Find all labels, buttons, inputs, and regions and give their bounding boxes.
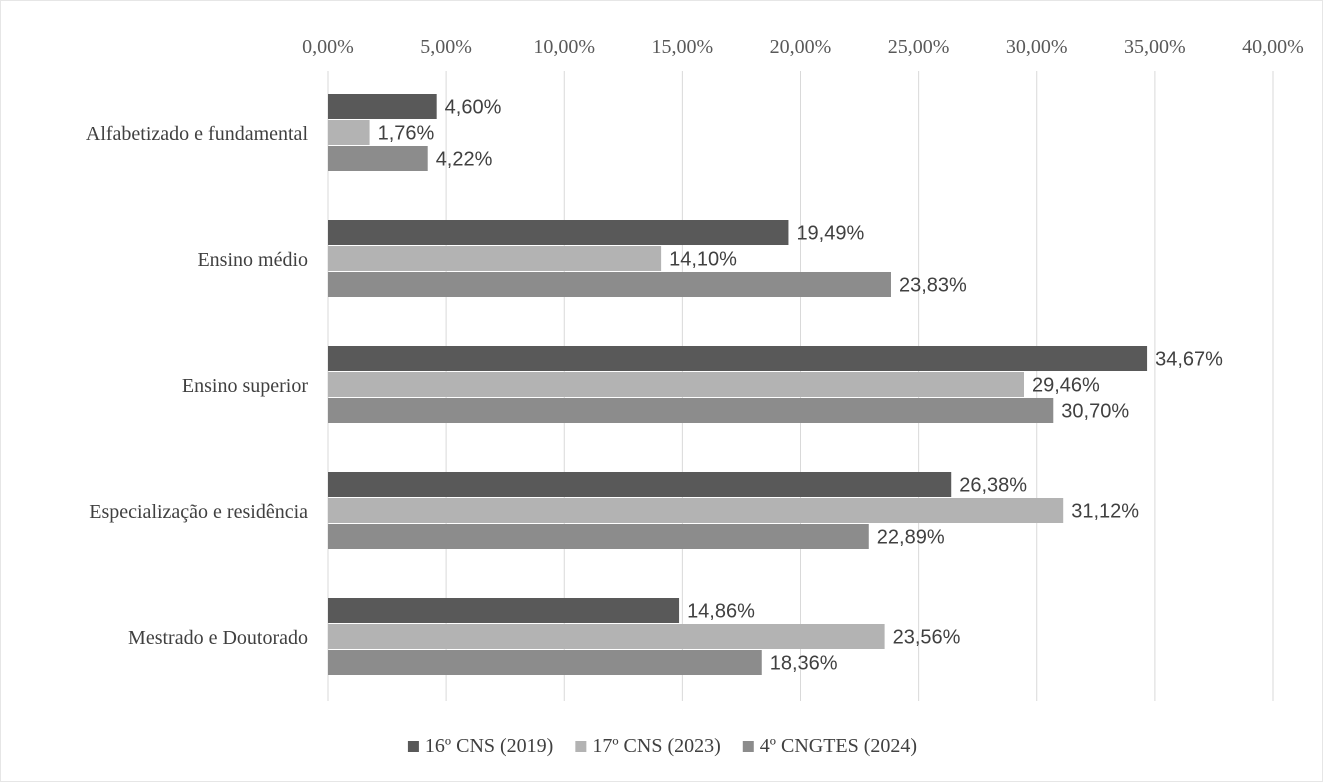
category-label: Especialização e residência [89, 501, 308, 523]
bar [328, 372, 1024, 397]
legend-swatch [575, 741, 587, 752]
data-label: 34,67% [1155, 349, 1223, 371]
data-label: 19,49% [796, 223, 864, 245]
legend-label: 4º CNGTES (2024) [760, 735, 917, 757]
data-label: 23,56% [893, 627, 961, 649]
bar [328, 272, 891, 297]
bar [328, 498, 1064, 523]
bar [328, 472, 952, 497]
x-tick-label: 35,00% [1124, 36, 1186, 58]
data-label: 22,89% [877, 527, 945, 549]
category-label: Ensino médio [197, 249, 308, 271]
bar [328, 220, 789, 245]
bar [328, 398, 1054, 423]
legend-swatch [407, 741, 419, 752]
data-label: 26,38% [959, 475, 1027, 497]
data-label: 31,12% [1071, 501, 1139, 523]
legend-label: 16º CNS (2019) [425, 735, 553, 757]
category-label: Ensino superior [182, 375, 308, 397]
data-label: 14,10% [669, 249, 737, 271]
bar [328, 120, 370, 145]
data-label: 4,60% [445, 97, 502, 119]
category-label: Mestrado e Doutorado [128, 627, 308, 649]
data-label: 23,83% [899, 275, 967, 297]
x-tick-label: 20,00% [770, 36, 832, 58]
legend-swatch [742, 741, 754, 752]
data-label: 14,86% [687, 601, 755, 623]
bar [328, 146, 428, 171]
x-tick-label: 5,00% [420, 36, 472, 58]
bar [328, 624, 885, 649]
data-label: 1,76% [378, 123, 435, 145]
x-tick-label: 25,00% [888, 36, 950, 58]
x-tick-label: 10,00% [533, 36, 595, 58]
data-label: 29,46% [1032, 375, 1100, 397]
category-label: Alfabetizado e fundamental [86, 123, 309, 145]
data-label: 30,70% [1061, 401, 1129, 423]
bar [328, 346, 1148, 371]
x-tick-label: 0,00% [302, 36, 354, 58]
bar [328, 524, 869, 549]
x-tick-label: 15,00% [652, 36, 714, 58]
x-tick-label: 40,00% [1242, 36, 1304, 58]
bar [328, 650, 762, 675]
bar [328, 598, 680, 623]
bar [328, 94, 437, 119]
data-label: 18,36% [770, 653, 838, 675]
x-tick-label: 30,00% [1006, 36, 1068, 58]
bar [328, 246, 662, 271]
legend-label: 17º CNS (2023) [592, 735, 720, 757]
data-label: 4,22% [436, 149, 493, 171]
